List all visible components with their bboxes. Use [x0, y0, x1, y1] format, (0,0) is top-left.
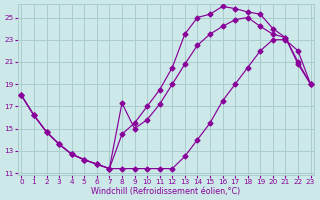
X-axis label: Windchill (Refroidissement éolien,°C): Windchill (Refroidissement éolien,°C)	[91, 187, 241, 196]
